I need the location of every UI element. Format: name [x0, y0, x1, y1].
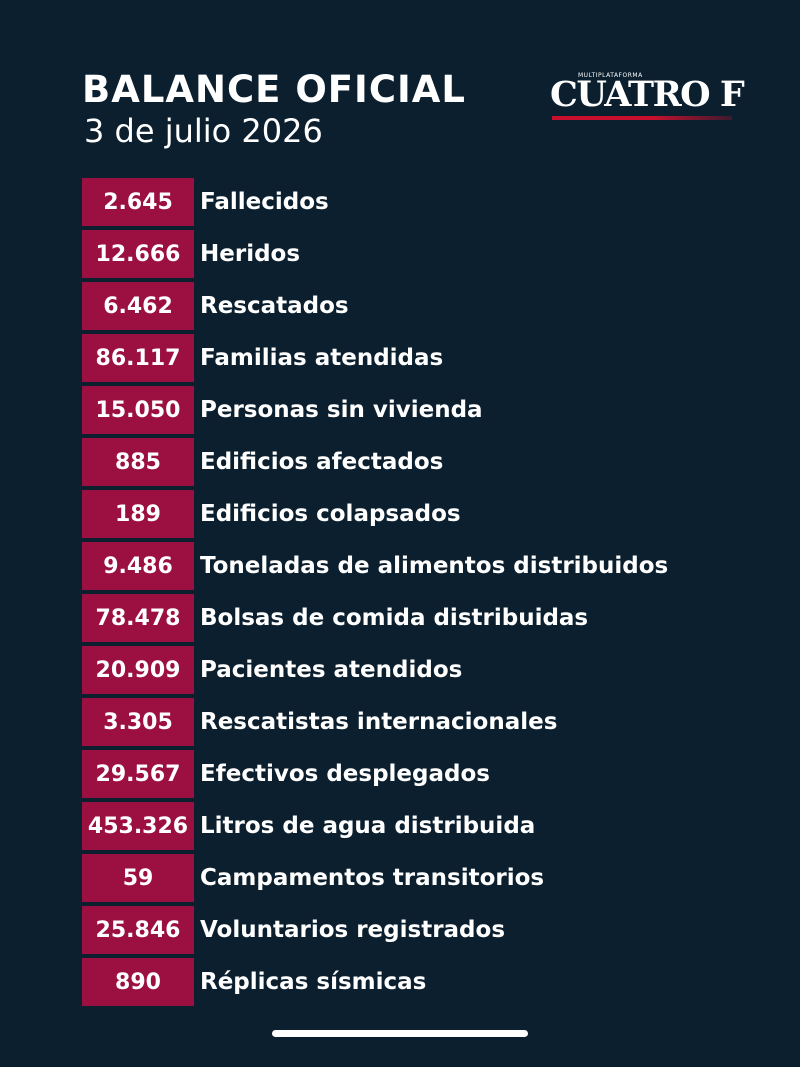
stat-row: 12.666 Heridos — [82, 230, 762, 278]
stat-row: 6.462 Rescatados — [82, 282, 762, 330]
stat-row: 9.486 Toneladas de alimentos distribuido… — [82, 542, 762, 590]
stat-label: Bolsas de comida distribuidas — [200, 605, 589, 631]
stat-label: Fallecidos — [200, 189, 329, 215]
stat-label: Efectivos desplegados — [200, 761, 490, 787]
stat-value: 890 — [82, 958, 194, 1006]
report-date: 3 de julio 2026 — [84, 112, 323, 150]
stat-value: 3.305 — [82, 698, 194, 746]
stat-value: 15.050 — [82, 386, 194, 434]
stat-row: 453.326 Litros de agua distribuida — [82, 802, 762, 850]
stat-label: Edificios colapsados — [200, 501, 461, 527]
stat-label: Pacientes atendidos — [200, 657, 463, 683]
stat-value: 12.666 — [82, 230, 194, 278]
stat-value: 86.117 — [82, 334, 194, 382]
stat-value: 25.846 — [82, 906, 194, 954]
stat-row: 59 Campamentos transitorios — [82, 854, 762, 902]
stat-row: 3.305 Rescatistas internacionales — [82, 698, 762, 746]
stat-label: Heridos — [200, 241, 301, 267]
stat-value: 6.462 — [82, 282, 194, 330]
stat-label: Litros de agua distribuida — [200, 813, 536, 839]
stat-row: 20.909 Pacientes atendidos — [82, 646, 762, 694]
stat-label: Familias atendidas — [200, 345, 444, 371]
stat-value: 885 — [82, 438, 194, 486]
stat-value: 453.326 — [82, 802, 194, 850]
stat-row: 2.645 Fallecidos — [82, 178, 762, 226]
stat-label: Edificios afectados — [200, 449, 444, 475]
stats-list: 2.645 Fallecidos 12.666 Heridos 6.462 Re… — [82, 178, 762, 1010]
stat-label: Rescatados — [200, 293, 349, 319]
brand-logo: MULTIPLATAFORMA CUATRO F — [550, 72, 745, 122]
stat-value: 189 — [82, 490, 194, 538]
logo-wordmark: CUATRO F — [550, 74, 745, 115]
stat-label: Personas sin vivienda — [200, 397, 483, 423]
stat-row: 78.478 Bolsas de comida distribuidas — [82, 594, 762, 642]
stat-value: 78.478 — [82, 594, 194, 642]
stat-row: 15.050 Personas sin vivienda — [82, 386, 762, 434]
page-title: BALANCE OFICIAL — [82, 68, 466, 111]
logo-kicker: MULTIPLATAFORMA — [578, 72, 643, 79]
stat-value: 9.486 — [82, 542, 194, 590]
stat-label: Campamentos transitorios — [200, 865, 545, 891]
stat-row: 890 Réplicas sísmicas — [82, 958, 762, 1006]
stat-value: 59 — [82, 854, 194, 902]
stat-value: 20.909 — [82, 646, 194, 694]
stat-row: 885 Edificios afectados — [82, 438, 762, 486]
stat-row: 25.846 Voluntarios registrados — [82, 906, 762, 954]
logo-accent-bar — [552, 116, 732, 120]
stat-row: 86.117 Familias atendidas — [82, 334, 762, 382]
stat-label: Rescatistas internacionales — [200, 709, 558, 735]
stat-label: Toneladas de alimentos distribuidos — [200, 553, 669, 579]
stat-label: Réplicas sísmicas — [200, 969, 427, 995]
stat-row: 29.567 Efectivos desplegados — [82, 750, 762, 798]
stat-label: Voluntarios registrados — [200, 917, 506, 943]
stat-row: 189 Edificios colapsados — [82, 490, 762, 538]
home-indicator[interactable] — [272, 1030, 528, 1037]
stat-value: 2.645 — [82, 178, 194, 226]
stat-value: 29.567 — [82, 750, 194, 798]
